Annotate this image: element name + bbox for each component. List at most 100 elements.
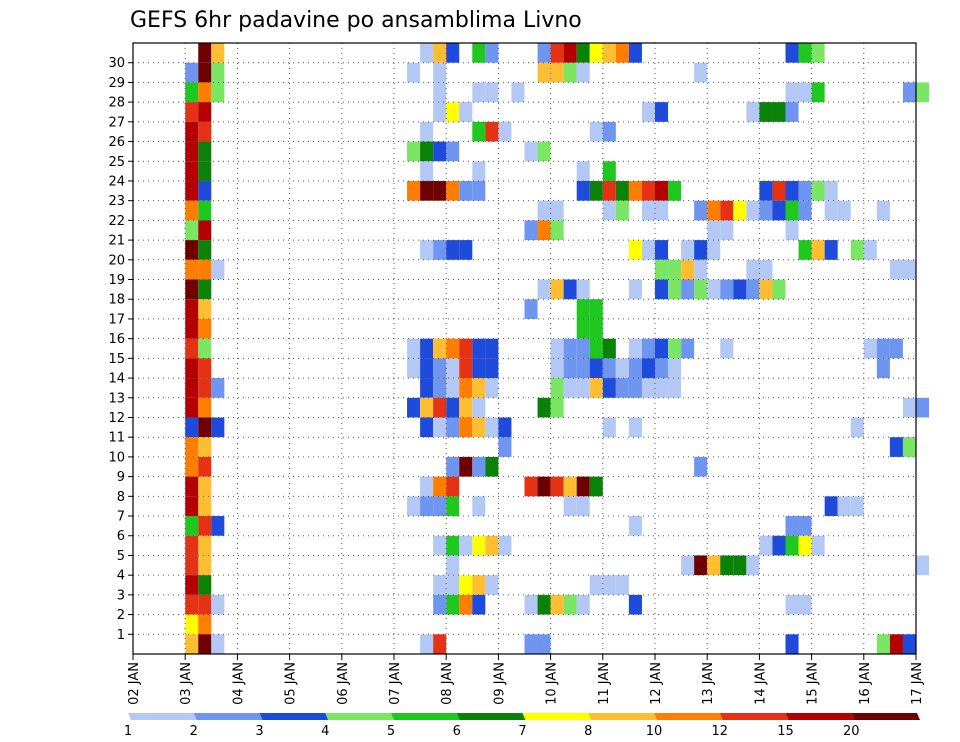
x-tick-label: 07 JAN <box>388 662 403 705</box>
heatmap-cell <box>446 102 460 122</box>
heatmap-cell <box>772 535 786 556</box>
y-tick-label: 9 <box>117 470 125 485</box>
heatmap-cell <box>185 102 199 122</box>
heatmap-cell <box>628 516 642 536</box>
colorbar-label: 12 <box>711 724 728 739</box>
heatmap-cell <box>185 82 199 103</box>
x-tick-label: 14 JAN <box>753 662 768 705</box>
heatmap-cell <box>655 378 669 398</box>
heatmap-cell <box>446 535 460 556</box>
heatmap-cell <box>902 437 916 457</box>
heatmap-cell <box>655 259 669 280</box>
heatmap-cell <box>420 338 434 359</box>
heatmap-cell <box>589 358 603 379</box>
heatmap-cell <box>550 62 564 83</box>
heatmap-cell <box>185 180 199 201</box>
heatmap-cell <box>550 594 564 615</box>
heatmap-cell <box>694 279 708 300</box>
heatmap-cell <box>459 456 473 477</box>
colorbar-segment <box>719 713 789 720</box>
y-tick-label: 23 <box>108 194 125 209</box>
heatmap-cell <box>407 358 421 379</box>
heatmap-cell <box>185 259 199 280</box>
heatmap-cell <box>198 161 212 181</box>
heatmap-cell <box>798 516 812 536</box>
heatmap-cell <box>655 102 669 122</box>
heatmap-cell <box>589 378 603 398</box>
heatmap-cell <box>198 240 212 260</box>
y-tick-label: 8 <box>117 490 125 505</box>
colorbar-segment <box>588 713 657 720</box>
x-tick-label: 05 JAN <box>284 662 299 705</box>
heatmap-cell <box>589 43 603 63</box>
heatmap-cell <box>563 476 577 497</box>
heatmap-cell <box>185 279 199 300</box>
heatmap-cell <box>681 555 695 576</box>
heatmap-cell <box>615 358 629 379</box>
heatmap-cell <box>211 82 225 103</box>
heatmap-cell <box>524 634 538 654</box>
heatmap-cell <box>707 220 721 241</box>
heatmap-cell <box>641 180 655 201</box>
heatmap-cell <box>185 121 199 142</box>
heatmap-cell <box>720 338 734 359</box>
heatmap-cell <box>459 594 473 615</box>
heatmap-cell <box>641 338 655 359</box>
heatmap-cell <box>863 240 877 260</box>
heatmap-cell <box>446 555 460 576</box>
heatmap-cell <box>641 200 655 221</box>
heatmap-cell <box>198 535 212 556</box>
heatmap-cell <box>889 634 903 654</box>
heatmap-cell <box>185 575 199 595</box>
heatmap-cell <box>733 200 747 221</box>
heatmap-cell <box>824 240 838 260</box>
heatmap-cell <box>694 62 708 83</box>
heatmap-cell <box>772 102 786 122</box>
heatmap-cell <box>707 240 721 260</box>
heatmap-cell <box>420 476 434 497</box>
heatmap-cell <box>446 496 460 517</box>
heatmap-cell <box>185 240 199 260</box>
heatmap-cell <box>198 456 212 477</box>
heatmap-cell <box>746 555 760 576</box>
colorbar-legend: 1 2 3 4 5 6 7 8 10 12 15 20 <box>124 713 920 739</box>
heatmap-cell <box>472 121 486 142</box>
heatmap-cell <box>433 594 447 615</box>
heatmap-cell <box>876 338 890 359</box>
colorbar-segment <box>391 713 460 720</box>
x-tick-label: 08 JAN <box>440 662 455 705</box>
heatmap-cell <box>446 456 460 477</box>
heatmap-cell <box>420 634 434 654</box>
heatmap-cell <box>563 378 577 398</box>
heatmap-cell <box>655 180 669 201</box>
heatmap-cell <box>198 141 212 162</box>
heatmap-cell <box>420 417 434 438</box>
x-tick-label: 03 JAN <box>179 662 194 705</box>
x-tick-label: 13 JAN <box>701 662 716 705</box>
heatmap-cell <box>785 220 799 241</box>
heatmap-cell <box>198 121 212 142</box>
heatmap-cell <box>550 358 564 379</box>
heatmap-cell <box>433 82 447 103</box>
y-tick-label: 24 <box>108 174 125 189</box>
heatmap-cell <box>720 220 734 241</box>
heatmap-cell <box>563 358 577 379</box>
x-tick-label: 02 JAN <box>127 662 142 705</box>
heatmap-cell <box>563 43 577 63</box>
heatmap-cell <box>772 279 786 300</box>
heatmap-cell <box>759 279 773 300</box>
heatmap-cell <box>524 299 538 319</box>
heatmap-cell <box>446 397 460 418</box>
heatmap-cell <box>550 43 564 63</box>
heatmap-cell <box>563 338 577 359</box>
heatmap-cell <box>602 121 616 142</box>
heatmap-cell <box>524 476 538 497</box>
heatmap-cell <box>641 240 655 260</box>
heatmap-cell <box>185 299 199 319</box>
heatmap-cell <box>185 220 199 241</box>
heatmap-cell <box>446 240 460 260</box>
heatmap-cell <box>641 102 655 122</box>
heatmap-cell <box>655 200 669 221</box>
heatmap-cell <box>485 82 499 103</box>
heatmap-cell <box>407 180 421 201</box>
